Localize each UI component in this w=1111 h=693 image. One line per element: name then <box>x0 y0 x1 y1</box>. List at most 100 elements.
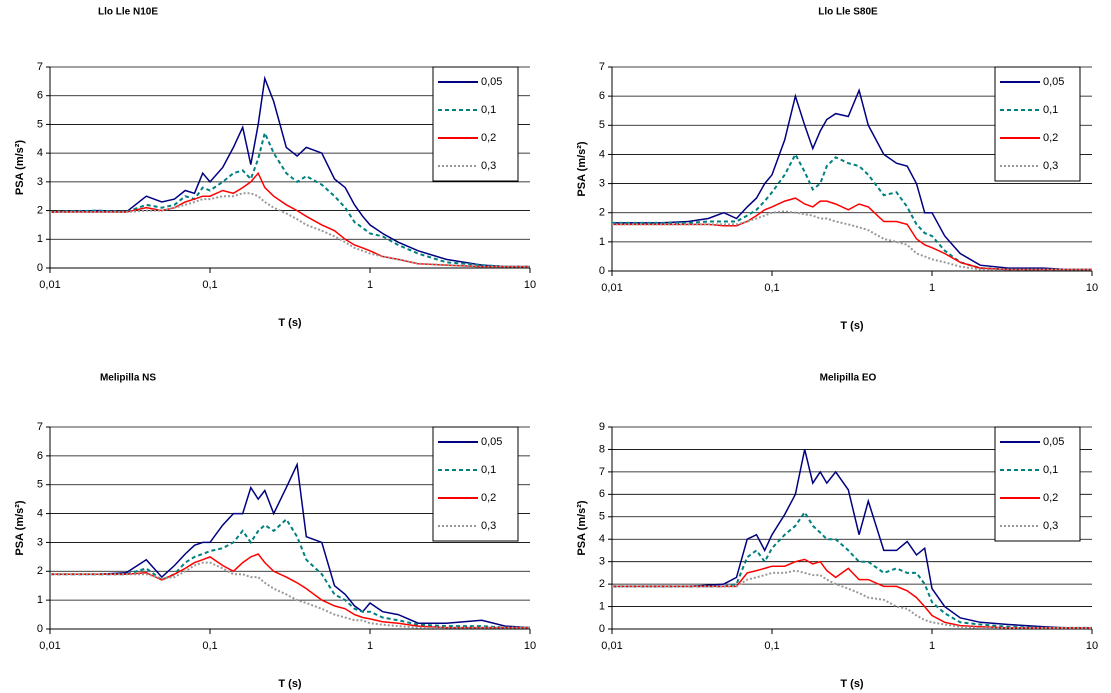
y-axis-label: PSA (m/s²) <box>576 141 588 197</box>
x-tick-label: 0,1 <box>202 640 217 652</box>
legend: 0,05 0,1 0,2 0,3 <box>994 66 1081 182</box>
y-tick-label: 6 <box>599 488 605 500</box>
y-tick-label: 3 <box>599 556 605 568</box>
y-tick-label: 5 <box>37 479 43 491</box>
legend-box <box>432 66 519 182</box>
legend-label: 0,1 <box>481 464 496 476</box>
y-tick-label: 0 <box>599 623 605 635</box>
legend-label: 0,1 <box>481 104 496 116</box>
series-line <box>50 171 530 268</box>
x-tick-label: 1 <box>929 640 935 652</box>
series-line <box>612 210 1092 271</box>
x-tick-label: 0,01 <box>39 640 60 652</box>
legend-label: 0,3 <box>481 520 496 532</box>
y-tick-label: 4 <box>599 148 605 160</box>
y-tick-label: 7 <box>37 421 43 433</box>
series-line <box>612 569 1092 629</box>
y-tick-label: 0 <box>37 623 43 635</box>
legend-box <box>994 66 1081 182</box>
series-line <box>612 152 1092 271</box>
x-axis-label: T (s) <box>840 320 864 332</box>
legend-label: 0,3 <box>1043 520 1058 532</box>
y-tick-label: 0 <box>37 262 43 274</box>
series-line <box>50 553 530 629</box>
y-tick-label: 3 <box>37 536 43 548</box>
y-tick-label: 2 <box>37 204 43 216</box>
chart-title: Llo Lle N10E <box>98 7 158 18</box>
y-tick-label: 6 <box>37 90 43 102</box>
chart-title: Melipilla EO <box>820 373 877 384</box>
y-tick-label: 1 <box>37 233 43 245</box>
x-tick-label: 10 <box>524 640 536 652</box>
legend-label: 0,2 <box>1043 132 1058 144</box>
x-tick-label: 0,1 <box>764 640 779 652</box>
series-line <box>49 75 530 268</box>
x-tick-label: 0,1 <box>764 282 779 294</box>
y-tick-label: 1 <box>37 594 43 606</box>
y-tick-label: 6 <box>599 90 605 102</box>
x-tick-label: 1 <box>929 282 935 294</box>
y-tick-label: 7 <box>599 466 605 478</box>
legend-box <box>432 426 519 542</box>
x-tick-label: 0,1 <box>202 279 217 291</box>
y-tick-label: 4 <box>599 533 605 545</box>
y-tick-label: 2 <box>37 565 43 577</box>
x-tick-label: 10 <box>524 279 536 291</box>
x-tick-label: 10 <box>1086 282 1098 294</box>
x-tick-label: 0,01 <box>39 279 60 291</box>
y-tick-label: 2 <box>599 207 605 219</box>
series-line <box>612 558 1092 629</box>
legend: 0,05 0,1 0,2 0,3 <box>432 426 519 542</box>
legend: 0,05 0,1 0,2 0,3 <box>994 426 1081 542</box>
x-tick-label: 1 <box>367 640 373 652</box>
y-axis-label: PSA (m/s²) <box>14 500 26 556</box>
legend-label: 0,3 <box>1043 160 1058 172</box>
chart-title: Llo Lle S80E <box>818 7 878 18</box>
legend-label: 0,05 <box>481 436 502 448</box>
y-tick-label: 3 <box>37 176 43 188</box>
y-tick-label: 2 <box>599 578 605 590</box>
x-axis-label: T (s) <box>278 678 302 690</box>
legend-label: 0,2 <box>481 492 496 504</box>
series-line <box>612 449 1092 629</box>
y-tick-label: 7 <box>599 61 605 73</box>
y-tick-label: 4 <box>37 147 43 159</box>
y-tick-label: 5 <box>599 511 605 523</box>
legend-label: 0,1 <box>1043 104 1058 116</box>
y-tick-label: 6 <box>37 450 43 462</box>
legend-label: 0,2 <box>1043 492 1058 504</box>
y-tick-label: 1 <box>599 236 605 248</box>
legend-label: 0,1 <box>1043 464 1058 476</box>
y-tick-label: 9 <box>599 421 605 433</box>
y-axis-label: PSA (m/s²) <box>576 500 588 556</box>
y-tick-label: 5 <box>599 119 605 131</box>
x-tick-label: 1 <box>367 279 373 291</box>
x-axis-label: T (s) <box>278 317 302 329</box>
x-tick-label: 10 <box>1086 640 1098 652</box>
x-tick-label: 0,01 <box>601 640 622 652</box>
series-line <box>50 192 530 268</box>
series-line <box>612 197 1092 271</box>
y-tick-label: 8 <box>599 443 605 455</box>
legend-label: 0,05 <box>1043 76 1064 88</box>
y-tick-label: 0 <box>599 265 605 277</box>
y-tick-label: 1 <box>599 600 605 612</box>
legend-label: 0,3 <box>481 160 496 172</box>
y-tick-label: 5 <box>37 118 43 130</box>
legend-label: 0,05 <box>481 76 502 88</box>
series-line <box>50 461 531 629</box>
y-tick-label: 7 <box>37 61 43 73</box>
legend-label: 0,05 <box>1043 436 1064 448</box>
series-line <box>50 561 530 629</box>
series-line <box>612 87 1092 271</box>
x-axis-label: T (s) <box>840 678 864 690</box>
legend-box <box>994 426 1081 542</box>
series-line <box>612 510 1092 629</box>
x-tick-label: 0,01 <box>601 282 622 294</box>
chart-title: Melipilla NS <box>100 373 156 384</box>
series-line <box>50 517 530 629</box>
y-axis-label: PSA (m/s²) <box>14 140 26 196</box>
y-tick-label: 4 <box>37 507 43 519</box>
